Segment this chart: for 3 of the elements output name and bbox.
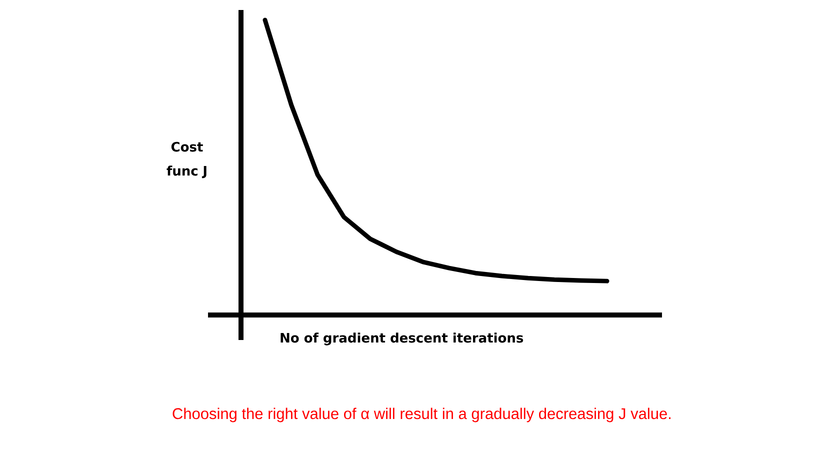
x-axis-title: No of gradient descent iterations (280, 332, 524, 346)
text: Choosing the right value of α will result in a gradually decreasing J value. (172, 408, 670, 422)
y-axis-title: Cost func J (166, 142, 206, 178)
